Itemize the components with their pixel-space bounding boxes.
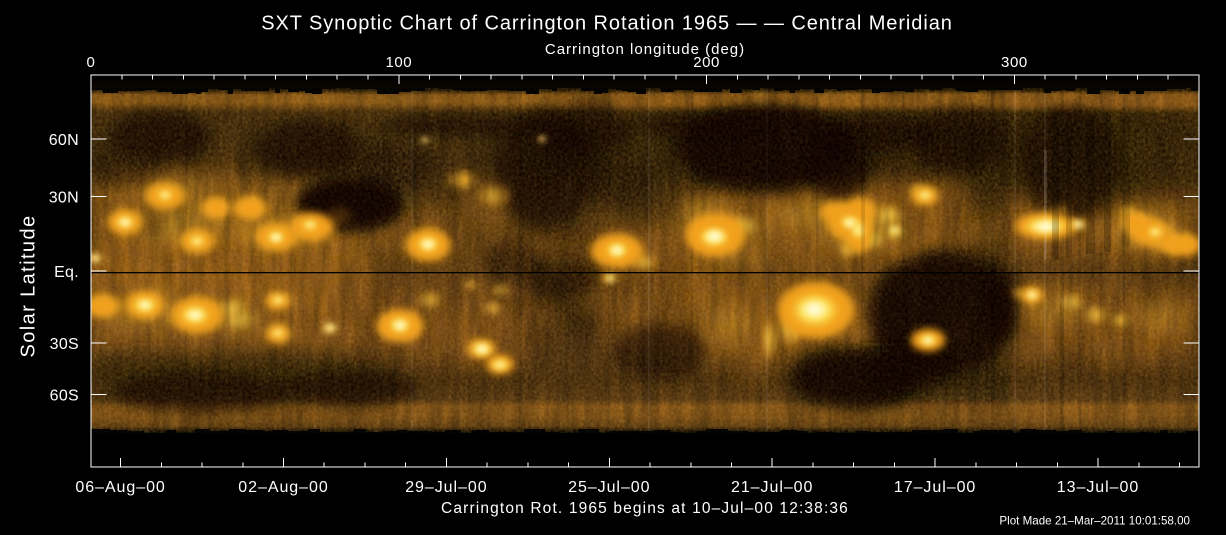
svg-text:SXT Synoptic Chart of Carringt: SXT Synoptic Chart of Carrington Rotatio… — [261, 13, 953, 35]
svg-text:29–Jul–00: 29–Jul–00 — [405, 479, 487, 496]
svg-text:13–Jul–00: 13–Jul–00 — [1057, 479, 1139, 496]
svg-text:17–Jul–00: 17–Jul–00 — [894, 479, 976, 496]
svg-text:30S: 30S — [50, 336, 79, 353]
svg-text:60N: 60N — [49, 132, 79, 149]
svg-text:300: 300 — [1001, 54, 1028, 71]
svg-text:Eq.: Eq. — [54, 264, 79, 281]
svg-text:200: 200 — [693, 54, 720, 71]
svg-text:Carrington longitude (deg): Carrington longitude (deg) — [545, 41, 745, 58]
svg-text:Plot Made 21–Mar–2011 10:01:58: Plot Made 21–Mar–2011 10:01:58.00 — [999, 515, 1190, 528]
svg-text:Solar Latitude: Solar Latitude — [18, 214, 40, 357]
svg-text:02–Aug–00: 02–Aug–00 — [238, 479, 328, 496]
svg-text:100: 100 — [385, 54, 412, 71]
svg-text:21–Jul–00: 21–Jul–00 — [731, 479, 813, 496]
svg-text:Carrington Rot. 1965 begins at: Carrington Rot. 1965 begins at 10–Jul–00… — [441, 500, 849, 517]
svg-text:60S: 60S — [50, 387, 79, 404]
svg-text:25–Jul–00: 25–Jul–00 — [568, 479, 650, 496]
svg-text:30N: 30N — [49, 189, 79, 206]
svg-text:06–Aug–00: 06–Aug–00 — [75, 479, 165, 496]
svg-text:0: 0 — [87, 54, 96, 71]
